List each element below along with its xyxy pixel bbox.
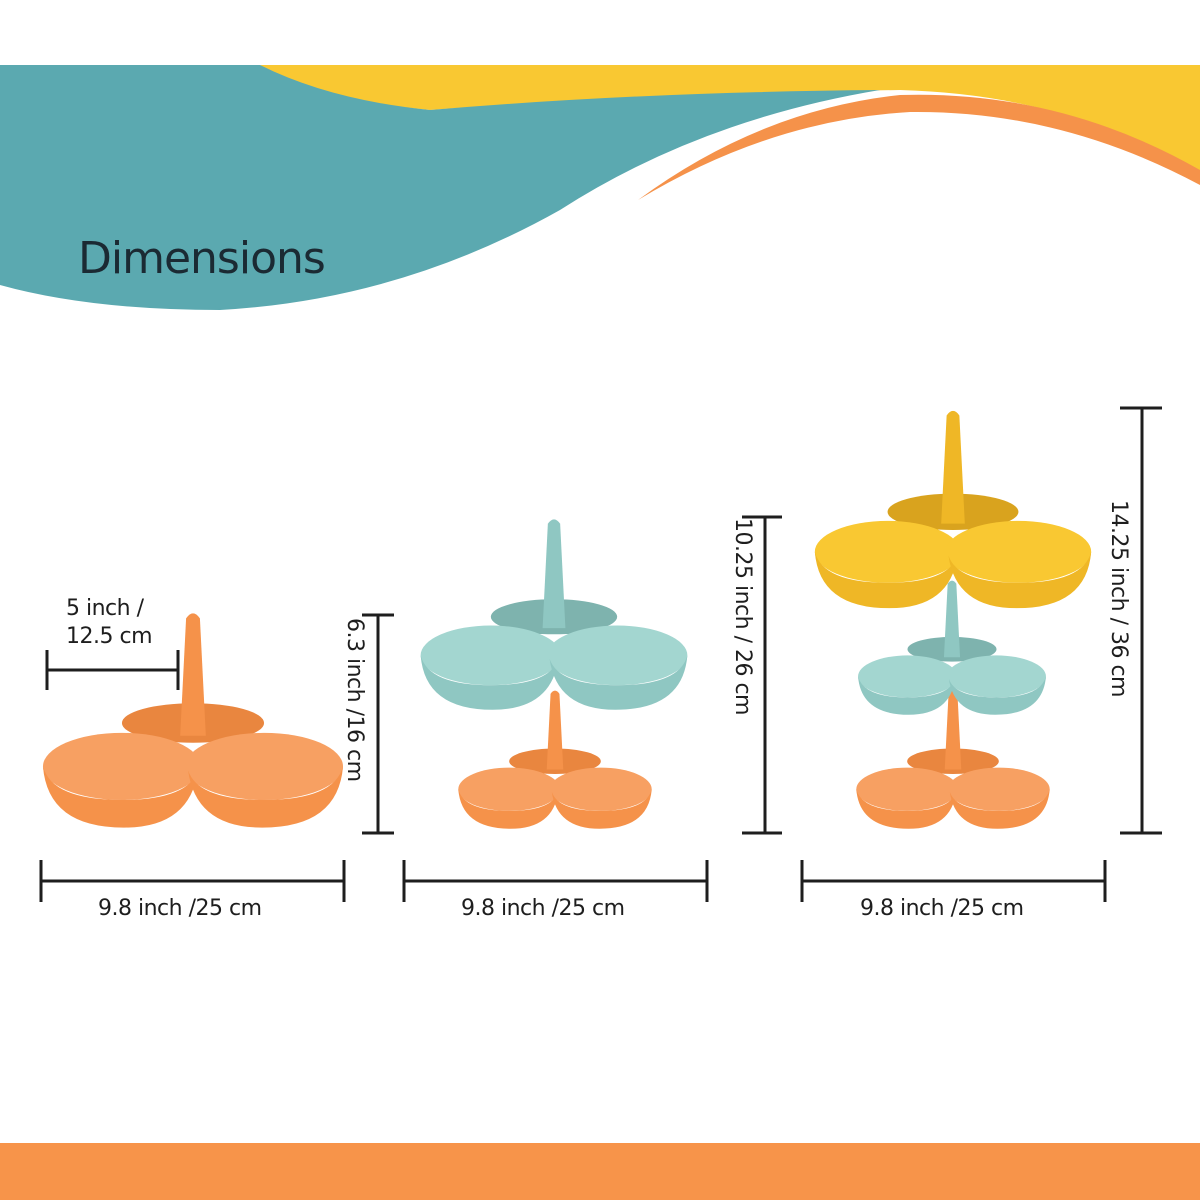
bowl-width-label-1: 5 inch / — [66, 596, 145, 621]
stand-3 — [814, 410, 1092, 829]
height-label-2: 10.25 inch / 26 cm — [730, 518, 755, 715]
dimension-lines — [39, 406, 1162, 902]
orange-swoosh — [638, 94, 1200, 200]
stand-2 — [420, 519, 688, 829]
width-label-3: 9.8 inch /25 cm — [860, 896, 1024, 921]
bottom-bar — [0, 1143, 1200, 1200]
page-title: Dimensions — [78, 233, 325, 284]
teal-wave — [0, 65, 880, 310]
bowl-width-label-2: 12.5 cm — [66, 624, 152, 649]
height-label-3: 14.25 inch / 36 cm — [1106, 500, 1131, 697]
width-label-2: 9.8 inch /25 cm — [461, 896, 625, 921]
width-label-1: 9.8 inch /25 cm — [98, 896, 262, 921]
height-label-1: 6.3 inch /16 cm — [342, 618, 367, 782]
yellow-wave — [260, 65, 1200, 180]
